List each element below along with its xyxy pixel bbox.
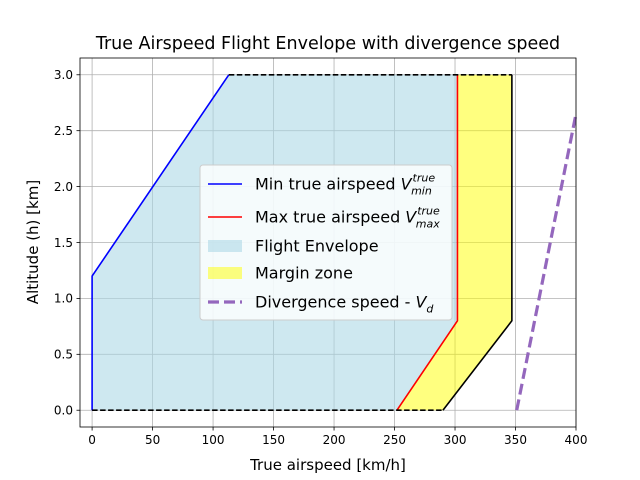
legend-label-1: Max true airspeed Vtrue max	[255, 205, 440, 231]
legend-label-2: Flight Envelope	[255, 237, 379, 256]
y-tick-label-2: 1.0	[54, 292, 73, 306]
y-tick-label-4: 2.0	[54, 180, 73, 194]
legend-label-3: Margin zone	[255, 264, 353, 283]
x-tick-label-4: 200	[323, 433, 346, 447]
series-line-0	[91, 74, 230, 411]
x-tick-label-0: 0	[88, 433, 96, 447]
chart-title: True Airspeed Flight Envelope with diver…	[95, 34, 560, 54]
y-tick-label-6: 3.0	[54, 68, 73, 82]
x-tick-label-8: 400	[565, 433, 588, 447]
x-tick-label-6: 300	[444, 433, 467, 447]
y-tick-label-5: 2.5	[54, 124, 73, 138]
series-fill-3	[396, 74, 512, 411]
x-tick-label-7: 350	[504, 433, 527, 447]
series-line-1	[396, 74, 459, 411]
legend-label-4: Divergence speed - Vd	[255, 293, 434, 316]
legend-label-0: Min true airspeed Vtrue min	[255, 172, 435, 198]
y-tick-label-0: 0.0	[54, 404, 73, 418]
y-tick-label-1: 0.5	[54, 348, 73, 362]
legend-box	[199, 164, 453, 321]
x-axis-label: True airspeed [km/h]	[249, 456, 406, 474]
legend-handle-2	[208, 240, 242, 252]
y-tick-label-3: 1.5	[54, 236, 73, 250]
boundary-line-0	[442, 74, 513, 411]
x-tick-label-5: 250	[383, 433, 406, 447]
legend-handle-3	[208, 267, 242, 279]
x-tick-label-2: 100	[202, 433, 225, 447]
series-line-4	[515, 113, 578, 411]
x-tick-label-1: 50	[145, 433, 160, 447]
y-axis-label: Altitude (h) [km]	[24, 180, 42, 304]
x-tick-label-3: 150	[262, 433, 285, 447]
